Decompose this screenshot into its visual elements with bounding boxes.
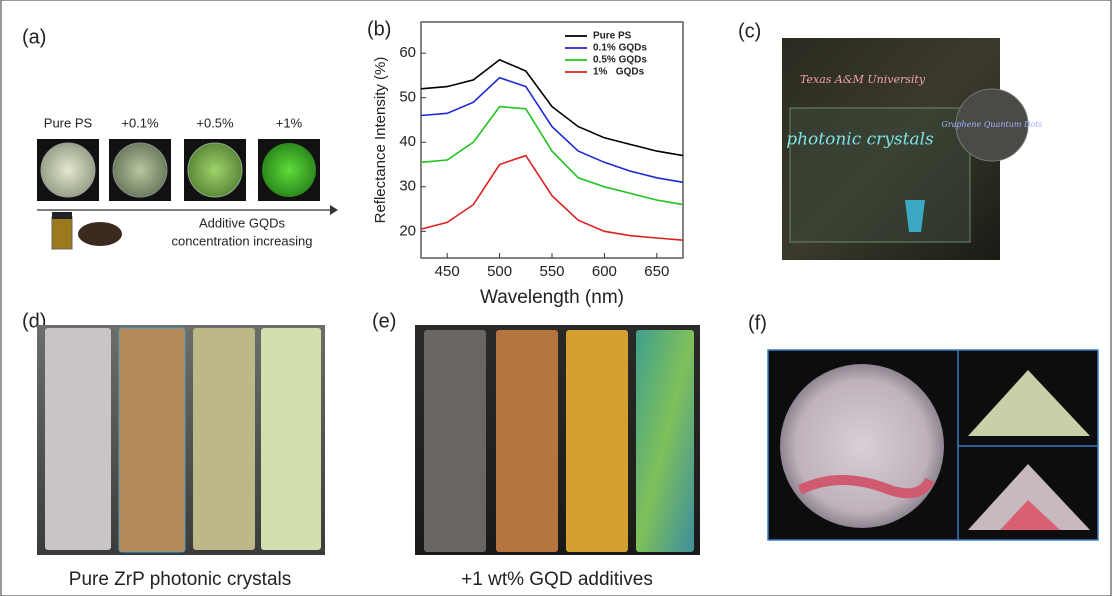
sample-strip <box>636 330 694 552</box>
y-tick-label: 40 <box>399 133 416 150</box>
y-tick-label: 20 <box>399 222 416 239</box>
panel-label: (e) <box>372 310 396 332</box>
vial <box>52 217 72 249</box>
photo-text: Graphene Quantum Dots <box>941 120 1042 129</box>
sample-strip <box>566 330 628 552</box>
legend-label: 1% GQDs <box>593 67 645 78</box>
legend-label: 0.5% GQDs <box>593 55 647 66</box>
legend-label: 0.1% GQDs <box>593 43 647 54</box>
y-tick-label: 30 <box>399 178 416 195</box>
line-series <box>421 78 683 183</box>
sample-label: +1% <box>276 115 303 130</box>
legend-label: Pure PS <box>593 31 632 42</box>
arrow-head <box>330 205 338 215</box>
caption-line: concentration increasing <box>172 233 313 248</box>
x-axis-label: Wavelength (nm) <box>480 287 624 308</box>
sample-label: Pure PS <box>44 115 93 130</box>
sample-strip <box>424 330 486 552</box>
x-tick-label: 450 <box>435 263 460 280</box>
y-axis-label: Reflectance Intensity (%) <box>372 57 389 224</box>
x-tick-label: 650 <box>644 263 669 280</box>
vial-cap <box>52 212 72 219</box>
caption: Pure ZrP photonic crystals <box>69 569 291 590</box>
sample-strip <box>261 328 321 550</box>
sample-label: +0.1% <box>121 115 159 130</box>
panel-label: (c) <box>738 20 761 42</box>
panel-label: (b) <box>367 18 391 40</box>
caption-line: Additive GQDs <box>199 215 285 230</box>
powder <box>78 222 122 246</box>
sample-label: +0.5% <box>196 115 234 130</box>
line-series <box>421 156 683 241</box>
photo-text: photonic crystals <box>786 130 934 150</box>
sample-strip <box>45 328 111 550</box>
y-tick-label: 50 <box>399 89 416 106</box>
chart: 450 500 550 600 650 20 30 40 50 60 Wavelength (nm)… <box>372 22 683 308</box>
line-series <box>421 107 683 205</box>
caption: +1 wt% GQD additives <box>461 569 653 590</box>
panel-label: (f) <box>748 312 767 334</box>
figure: (a) Pure PS +0.1% +0.5% +1% Additive GQD… <box>0 0 1112 596</box>
x-tick-label: 500 <box>487 263 512 280</box>
y-tick-label: 60 <box>399 44 416 61</box>
x-tick-label: 550 <box>539 263 564 280</box>
sample-strip <box>496 330 558 552</box>
disk <box>780 364 944 528</box>
panel-label: (a) <box>22 26 46 48</box>
x-tick-label: 600 <box>592 263 617 280</box>
sample-photos <box>37 139 320 201</box>
sample-strip <box>193 328 255 550</box>
photo-text: Texas A&M University <box>800 73 926 86</box>
sample-strip <box>119 328 185 552</box>
